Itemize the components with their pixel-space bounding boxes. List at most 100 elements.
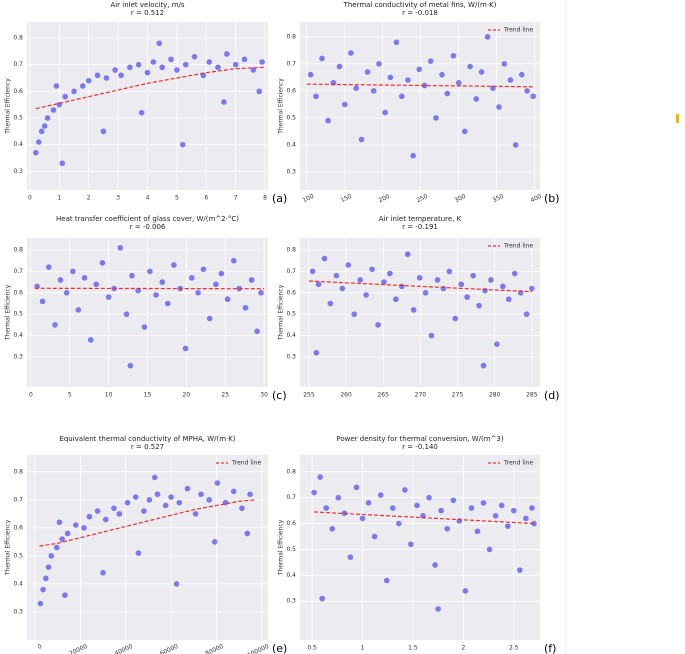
y-tick-label: 0.7 xyxy=(286,494,296,501)
point xyxy=(370,88,377,94)
point xyxy=(173,581,180,587)
x-tick-label: 0.5 xyxy=(307,645,317,652)
point xyxy=(35,139,42,145)
point xyxy=(484,34,491,40)
point xyxy=(224,296,231,303)
point xyxy=(117,245,124,251)
point xyxy=(408,541,414,548)
point xyxy=(329,525,336,532)
point xyxy=(103,75,110,81)
point xyxy=(504,523,511,529)
point xyxy=(259,59,265,65)
point xyxy=(414,502,420,509)
x-tick-label: 4 xyxy=(146,195,150,202)
point xyxy=(123,311,130,318)
y-tick-label: 0.8 xyxy=(286,33,296,40)
point xyxy=(45,264,52,270)
x-tick-label: 200 xyxy=(378,193,392,204)
point xyxy=(93,281,99,288)
point xyxy=(230,257,237,264)
point xyxy=(335,494,342,501)
point xyxy=(244,530,251,537)
x-tick-label: 250 xyxy=(416,193,430,204)
point xyxy=(63,290,70,296)
point xyxy=(100,128,107,135)
chart-subtitle: r = -0.018 xyxy=(402,9,438,17)
point xyxy=(254,328,260,335)
y-tick-label: 0.3 xyxy=(286,598,296,605)
point xyxy=(71,88,77,95)
y-tick-label: 0.5 xyxy=(286,114,296,121)
point xyxy=(396,520,402,527)
y-tick-label: 0.7 xyxy=(286,268,296,275)
point xyxy=(162,502,169,509)
y-tick-label: 0.6 xyxy=(13,289,23,296)
point xyxy=(62,592,68,598)
y-tick-label: 0.5 xyxy=(286,546,296,553)
point xyxy=(486,546,493,553)
plot-area xyxy=(300,455,540,640)
point xyxy=(444,525,451,532)
point xyxy=(159,279,166,285)
point xyxy=(452,315,459,322)
point xyxy=(531,520,537,527)
chart-title: Thermal conductivity of metal fins, W/(m… xyxy=(343,1,497,9)
point xyxy=(247,491,253,498)
point xyxy=(174,67,180,73)
x-tick-label: 15 xyxy=(144,392,152,399)
point xyxy=(150,59,157,65)
point xyxy=(105,294,112,300)
x-tick-label: 40000 xyxy=(114,643,134,654)
point xyxy=(512,142,519,148)
point xyxy=(410,307,417,313)
point xyxy=(44,115,51,121)
x-tick-label: 2 xyxy=(461,645,465,652)
point xyxy=(129,272,135,279)
y-tick-label: 0.3 xyxy=(286,354,296,361)
point xyxy=(416,66,423,73)
panel-label: (a) xyxy=(272,192,287,205)
point xyxy=(70,268,76,275)
point xyxy=(333,272,340,279)
point xyxy=(439,71,445,78)
point xyxy=(141,508,147,514)
chart-title: Heat transfer coefficient of glass cover… xyxy=(56,215,239,223)
point xyxy=(428,332,435,339)
point xyxy=(381,279,387,285)
y-tick-label: 0.5 xyxy=(13,311,23,318)
point xyxy=(464,294,470,300)
point xyxy=(151,474,158,481)
point xyxy=(348,50,354,56)
x-tick-label: 5 xyxy=(68,392,72,399)
point xyxy=(450,52,457,59)
point xyxy=(135,61,142,68)
point xyxy=(389,505,396,511)
y-tick-label: 0.6 xyxy=(13,524,23,531)
point xyxy=(118,72,124,79)
point xyxy=(81,275,88,281)
point xyxy=(357,277,363,283)
point xyxy=(179,141,186,148)
point xyxy=(135,550,142,556)
point xyxy=(241,56,248,63)
point xyxy=(127,362,134,369)
point xyxy=(57,277,64,283)
point xyxy=(168,494,174,500)
point xyxy=(405,77,411,83)
point xyxy=(510,507,517,514)
x-tick-label: 350 xyxy=(492,193,506,204)
y-tick-label: 0.7 xyxy=(13,268,23,275)
y-axis-label: Thermal Efficiency xyxy=(278,78,285,135)
point xyxy=(52,322,58,328)
point xyxy=(313,349,320,356)
point xyxy=(365,500,372,506)
point xyxy=(327,300,334,307)
point xyxy=(518,71,525,78)
x-tick-label: 280 xyxy=(489,392,501,399)
x-tick-label: 6 xyxy=(204,195,208,202)
chart-subtitle: r = 0.527 xyxy=(131,443,164,451)
x-tick-label: 3 xyxy=(116,195,120,202)
point xyxy=(144,69,151,76)
point xyxy=(529,505,535,511)
